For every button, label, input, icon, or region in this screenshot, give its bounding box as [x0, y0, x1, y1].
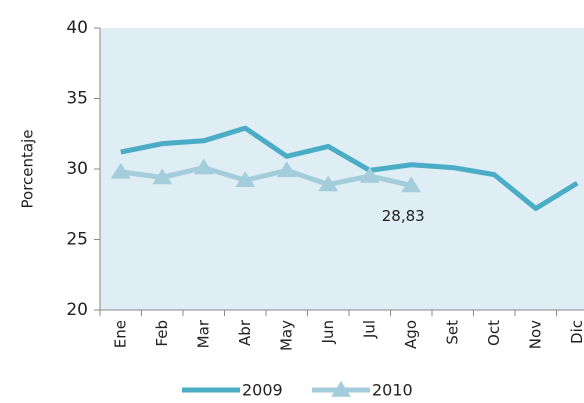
legend-label: 2010 — [372, 381, 413, 400]
marker — [152, 168, 173, 185]
x-tick-label: Abr — [236, 319, 254, 346]
plot-area — [100, 28, 584, 310]
marker — [318, 175, 339, 192]
series-line — [120, 125, 579, 211]
y-tick-label: 25 — [66, 230, 88, 250]
marker — [359, 167, 380, 183]
y-tick-label: 30 — [66, 159, 88, 179]
y-tick-label: 20 — [66, 300, 88, 320]
x-tick-label: Jul — [360, 320, 378, 339]
x-tick-label: Mar — [194, 319, 212, 348]
x-tick-label: Nov — [526, 320, 544, 349]
x-tick-label: Jun — [319, 320, 337, 344]
marker — [193, 158, 214, 175]
legend-label: 2009 — [242, 381, 283, 400]
marker — [235, 171, 256, 188]
marker — [276, 161, 297, 178]
x-tick-label: May — [277, 320, 295, 351]
x-tick-label: Oct — [485, 320, 503, 346]
marker — [401, 176, 422, 193]
series-line — [120, 165, 412, 188]
y-axis-label: Porcentaje — [19, 130, 37, 209]
legend-marker — [331, 381, 351, 397]
y-tick-label: 40 — [66, 18, 88, 38]
marker — [110, 162, 131, 179]
x-tick-label: Ene — [111, 320, 129, 348]
x-tick-label: Set — [443, 320, 461, 345]
x-tick-label: Dic — [568, 320, 584, 344]
data-label: 28,83 — [382, 207, 425, 225]
x-tick-label: Feb — [153, 320, 171, 347]
y-tick-label: 35 — [66, 89, 88, 109]
x-tick-label: Ago — [402, 320, 420, 349]
